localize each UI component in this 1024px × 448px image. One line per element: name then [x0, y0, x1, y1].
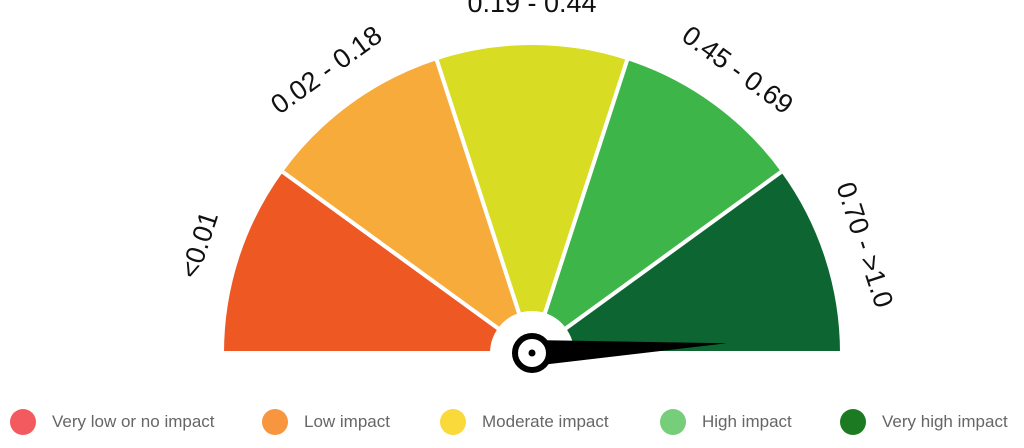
legend-label: Moderate impact [482, 412, 609, 431]
legend-item-high-impact: High impact [660, 400, 792, 444]
gauge-graphic: <0.010.02 - 0.180.19 - 0.440.45 - 0.690.… [174, 0, 899, 373]
gauge-segment-0-19-0-44 [434, 41, 630, 317]
needle-hub-center [528, 349, 536, 357]
legend-item-very-high-impact: Very high impact [840, 400, 1008, 444]
legend-item-low-impact: Low impact [262, 400, 390, 444]
legend-dot [440, 409, 466, 435]
legend-label: Very high impact [882, 412, 1008, 431]
gauge-segment-0-01 [220, 168, 502, 355]
legend-dot [262, 409, 288, 435]
gauge-segment-0-45-0-69 [542, 56, 785, 332]
legend-dot [660, 409, 686, 435]
gauge-needle [512, 333, 727, 373]
gauge-segment-0-02-0-18 [279, 56, 522, 332]
legend-item-very-low-impact: Very low or no impact [10, 400, 215, 444]
needle-pointer [531, 340, 727, 366]
legend-label: Low impact [304, 412, 390, 431]
impact-gauge: <0.01 0.02 - 0.18 0.19 - 0.44 0.45 - 0.69 0.… [174, 0, 899, 373]
gauge-range-label: <0.01 [174, 208, 224, 282]
legend: Very low or no impact Low impact Moderat… [0, 400, 1024, 444]
legend-label: High impact [702, 412, 792, 431]
gauge-range-label: 0.70 - >1.0 [830, 178, 899, 311]
legend-dot [10, 409, 36, 435]
legend-dot [840, 409, 866, 435]
gauge-segment-0-70-1-0 [562, 168, 844, 355]
gauge-range-label: 0.19 - 0.44 [467, 0, 596, 18]
legend-item-moderate-impact: Moderate impact [440, 400, 609, 444]
legend-label: Very low or no impact [52, 412, 215, 431]
